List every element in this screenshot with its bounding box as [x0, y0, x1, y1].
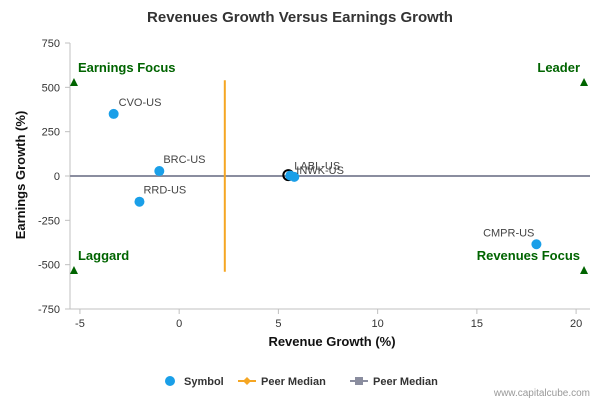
- data-point-label: CMPR-US: [483, 227, 534, 239]
- legend-label: Peer Median: [373, 376, 438, 388]
- quadrant-label: Laggard: [78, 248, 129, 263]
- legend-label: Peer Median: [261, 376, 326, 388]
- data-point-label: RRD-US: [143, 185, 186, 197]
- y-tick-label: 250: [42, 127, 60, 139]
- watermark-text: www.capitalcube.com: [493, 388, 590, 399]
- y-tick-label: 0: [54, 171, 60, 183]
- data-point-label: LABL-US: [294, 161, 340, 173]
- data-point: [108, 108, 119, 119]
- x-tick-label: 10: [372, 318, 384, 330]
- y-tick-label: -750: [38, 304, 60, 316]
- y-tick-label: -500: [38, 260, 60, 272]
- x-tick-label: -5: [75, 318, 85, 330]
- legend-square-marker: [355, 377, 363, 385]
- data-point: [134, 196, 145, 207]
- data-point-label: BRC-US: [163, 154, 205, 166]
- data-point-label: CVO-US: [119, 97, 162, 109]
- x-tick-label: 15: [471, 318, 483, 330]
- y-axis-label: Earnings Growth (%): [13, 111, 28, 240]
- quadrant-label: Earnings Focus: [78, 60, 176, 75]
- y-tick-label: 750: [42, 38, 60, 50]
- quadrant-marker: [580, 265, 589, 274]
- quadrant-marker: [580, 78, 589, 87]
- y-tick-label: 500: [42, 82, 60, 94]
- data-point: [154, 166, 165, 177]
- x-axis-label: Revenue Growth (%): [268, 334, 395, 349]
- chart-title: Revenues Growth Versus Earnings Growth: [147, 9, 453, 26]
- y-tick-label: -250: [38, 215, 60, 227]
- x-tick-label: 20: [570, 318, 582, 330]
- axes-layer: 750 500 250 0 -250 -500 -750 -5 0 5 10 15 20: [38, 38, 590, 330]
- legend-symbol-marker: [165, 376, 175, 386]
- quadrant-label: Revenues Focus: [477, 248, 580, 263]
- x-tick-label: 5: [275, 318, 281, 330]
- quadrant-marker: [69, 265, 78, 274]
- quadrant-label: Leader: [537, 60, 580, 75]
- quadrant-marker: [69, 78, 78, 87]
- x-tick-label: 0: [176, 318, 182, 330]
- legend: Symbol Peer Median Peer Median: [165, 376, 438, 388]
- legend-diamond-marker: [243, 377, 251, 385]
- data-point: [531, 239, 542, 250]
- data-point: [289, 171, 300, 182]
- data-point-label: INWK-US: [296, 165, 344, 177]
- quadrant-layer: Earnings Focus Leader Laggard Revenues Focu…: [69, 60, 589, 274]
- legend-label: Symbol: [184, 376, 224, 388]
